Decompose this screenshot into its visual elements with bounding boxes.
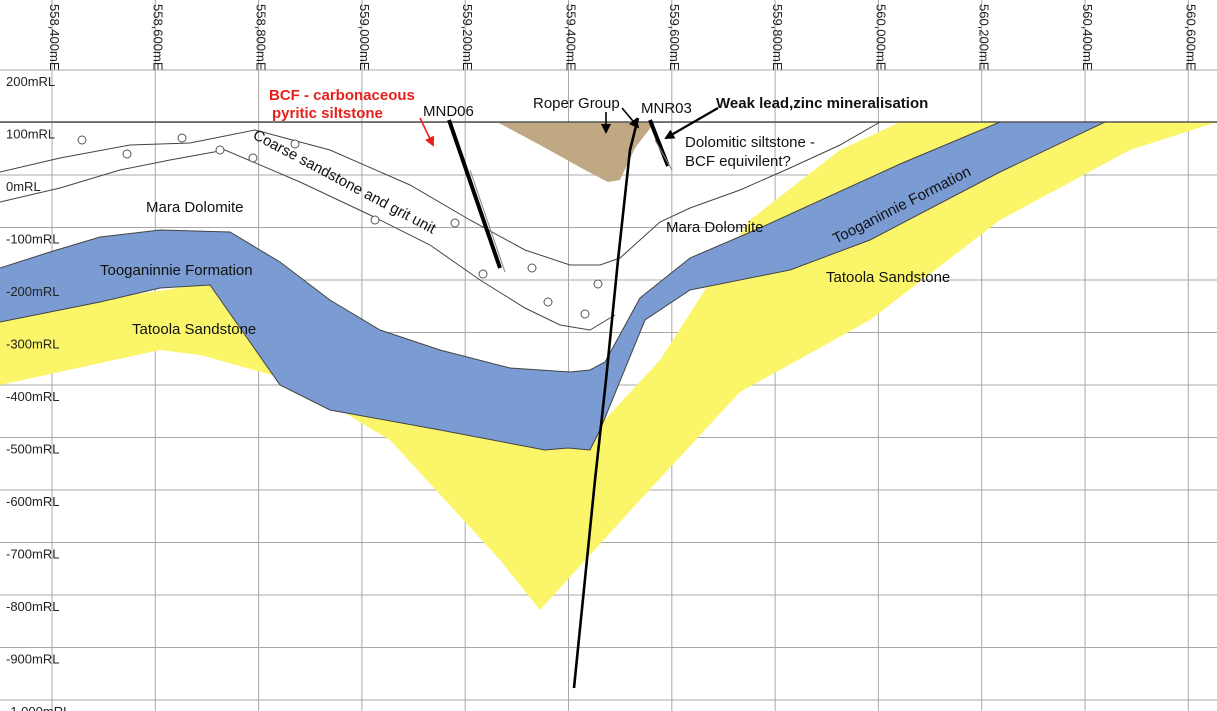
- drillhole-mnr03-assay-strip: [654, 139, 673, 171]
- rl-label: -300mRL: [6, 337, 59, 352]
- easting-labels: 558,400mE 558,600mE 558,800mE 559,000mE 559,…: [47, 4, 1198, 71]
- label-roper-group: Roper Group: [533, 95, 620, 112]
- easting-label: 559,000mE: [357, 4, 372, 71]
- label-tatoola-west: Tatoola Sandstone: [132, 321, 256, 338]
- roper-group-body: [497, 122, 655, 182]
- label-bcf-line2: pyritic siltstone: [272, 105, 383, 122]
- rl-label: -500mRL: [6, 442, 59, 457]
- rl-label: 200mRL: [6, 74, 55, 89]
- grit-pebbles: [77, 133, 603, 319]
- roper-group-arrow-2: [621, 107, 640, 129]
- contact-tooganinnie-base: [0, 121, 1106, 451]
- label-tatoola-east: Tatoola Sandstone: [826, 269, 950, 286]
- drillhole-mnd06-assay-strip: [469, 169, 506, 273]
- contact-lower: [0, 149, 616, 331]
- easting-label: 559,800mE: [770, 4, 785, 71]
- easting-label: 560,200mE: [977, 4, 992, 71]
- label-coarse-sandstone: Coarse sandstone and grit unit: [250, 127, 439, 238]
- easting-label: 558,600mE: [150, 4, 165, 71]
- easting-label: 559,400mE: [564, 4, 579, 71]
- easting-label: 558,800mE: [254, 4, 269, 71]
- drillhole-mnd06-trace: [447, 119, 502, 269]
- easting-label: 559,600mE: [667, 4, 682, 71]
- label-mnd06: MND06: [423, 103, 474, 120]
- rl-label: 0mRL: [6, 179, 41, 194]
- rl-label: -1,000mRL: [6, 704, 70, 711]
- label-mara-dolomite-west: Mara Dolomite: [146, 199, 244, 216]
- rl-label: -200mRL: [6, 284, 59, 299]
- bcf-arrow: [419, 117, 435, 147]
- rl-label: -700mRL: [6, 547, 59, 562]
- easting-label: 560,400mE: [1080, 4, 1095, 71]
- contact-tooganinnie-top: [0, 121, 1001, 373]
- label-dolomitic-line2: BCF equivilent?: [685, 153, 791, 170]
- mineralisation-arrow: [664, 107, 719, 139]
- easting-label: 558,400mE: [47, 4, 62, 71]
- label-dolomitic-line1: Dolomitic siltstone -: [685, 134, 815, 151]
- rl-label: 100mRL: [6, 127, 55, 142]
- label-weak-mineralisation: Weak lead,zinc mineralisation: [716, 95, 928, 112]
- rl-labels: 200mRL 100mRL 0mRL -100mRL -200mRL -300mRL -40…: [6, 74, 70, 711]
- label-bcf-line1: BCF - carbonaceous: [269, 87, 415, 104]
- rl-label: -600mRL: [6, 494, 59, 509]
- label-mnr03: MNR03: [641, 100, 692, 117]
- rl-label: -400mRL: [6, 389, 59, 404]
- easting-label: 559,200mE: [460, 4, 475, 71]
- rl-label: -800mRL: [6, 599, 59, 614]
- rl-label: -900mRL: [6, 652, 59, 667]
- label-tooganinnie-west: Tooganinnie Formation: [100, 262, 253, 279]
- fault-line: [572, 117, 640, 689]
- tatoola-sandstone-body: [0, 122, 1217, 610]
- easting-label: 560,600mE: [1183, 4, 1198, 71]
- easting-label: 560,000mE: [873, 4, 888, 71]
- contact-upper: [0, 121, 881, 266]
- tooganinnie-formation-body: [0, 122, 1105, 450]
- label-mara-dolomite-east: Mara Dolomite: [666, 219, 764, 236]
- rl-label: -100mRL: [6, 232, 59, 247]
